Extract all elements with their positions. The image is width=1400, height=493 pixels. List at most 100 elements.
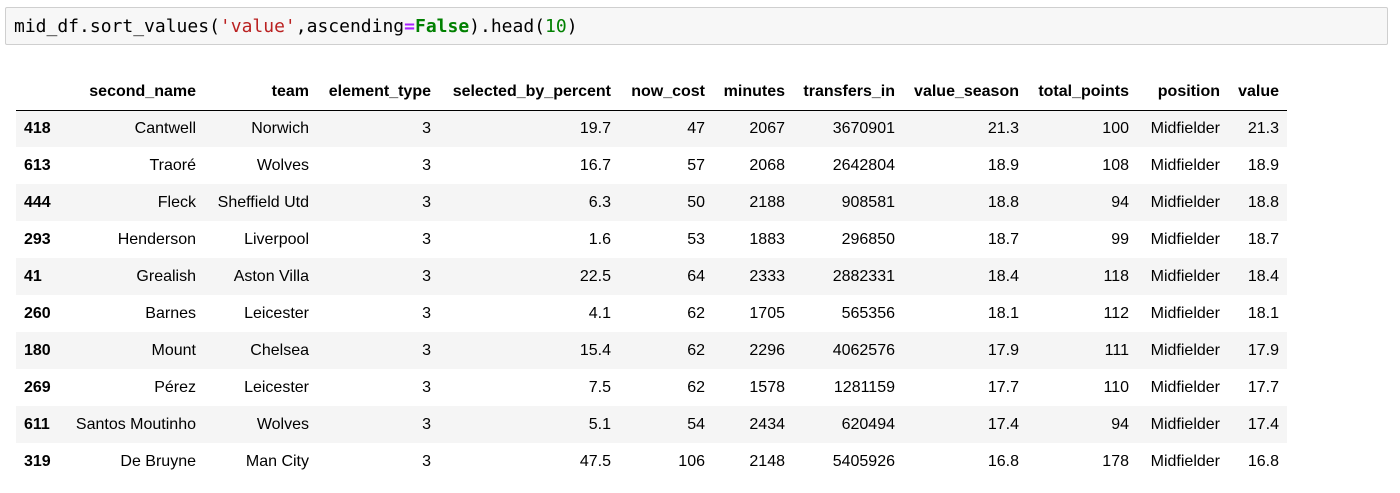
- table-cell: 3: [422, 156, 431, 174]
- table-cell: 18.4: [1247, 267, 1279, 285]
- table-cell: Mount: [151, 341, 196, 359]
- table-cell: Grealish: [136, 267, 196, 285]
- table-cell: 3: [422, 230, 431, 248]
- table-cell: 3: [422, 267, 431, 285]
- table-cell: 47: [687, 119, 705, 137]
- table-cell: 3: [422, 119, 431, 137]
- column-header: position: [1137, 74, 1228, 111]
- table-cell: 22.5: [579, 267, 611, 285]
- column-header: transfers_in: [793, 74, 903, 111]
- table-cell: 2148: [749, 452, 785, 470]
- table-row: 293 Henderson Liverpool 3 1.6 53 1883 296850 18.…: [16, 221, 1287, 258]
- table-cell: 4.1: [588, 304, 611, 322]
- code-input-cell[interactable]: mid_df.sort_values('value' ,ascending = Fal…: [5, 7, 1388, 45]
- table-cell: 3: [422, 378, 431, 396]
- table-cell: 6.3: [588, 193, 611, 211]
- column-header: team: [204, 74, 317, 111]
- table-cell: 4062576: [832, 341, 895, 359]
- column-header: value: [1228, 74, 1287, 111]
- output-area: second_name team element_type selected_b…: [16, 74, 1287, 480]
- table-cell: 17.7: [987, 378, 1019, 396]
- row-index: 41: [24, 267, 42, 285]
- table-cell: 18.9: [987, 156, 1019, 174]
- table-cell: Midfielder: [1150, 452, 1220, 470]
- table-cell: Midfielder: [1150, 267, 1220, 285]
- table-cell: Leicester: [244, 304, 309, 322]
- table-cell: 112: [1103, 304, 1129, 322]
- table-cell: 99: [1111, 230, 1129, 248]
- dataframe-table: second_name team element_type selected_b…: [16, 74, 1287, 480]
- table-cell: Santos Moutinho: [75, 415, 196, 433]
- table-cell: 16.7: [579, 156, 611, 174]
- table-cell: 50: [687, 193, 705, 211]
- column-header: total_points: [1027, 74, 1137, 111]
- index-header: [16, 74, 61, 111]
- table-cell: 94: [1111, 193, 1129, 211]
- table-cell: 17.9: [1247, 341, 1279, 359]
- table-cell: 94: [1111, 415, 1129, 433]
- code-operator-token: =: [404, 15, 415, 37]
- table-cell: 3670901: [832, 119, 895, 137]
- table-cell: Midfielder: [1150, 304, 1220, 322]
- table-cell: 2333: [749, 267, 785, 285]
- table-cell: 100: [1102, 119, 1129, 137]
- table-cell: 5405926: [832, 452, 895, 470]
- table-cell: 2188: [749, 193, 785, 211]
- table-cell: De Bruyne: [120, 452, 196, 470]
- table-cell: 2434: [749, 415, 785, 433]
- code-token: ,ascending: [295, 15, 405, 37]
- table-cell: Aston Villa: [233, 267, 309, 285]
- table-cell: 2068: [749, 156, 785, 174]
- table-cell: 1578: [749, 378, 785, 396]
- table-cell: Barnes: [145, 304, 196, 322]
- table-cell: 3: [422, 304, 431, 322]
- table-cell: 47.5: [579, 452, 611, 470]
- table-cell: 18.8: [987, 193, 1019, 211]
- table-cell: 565356: [841, 304, 895, 322]
- row-index: 444: [24, 193, 51, 211]
- table-cell: 2067: [749, 119, 785, 137]
- table-cell: 1705: [749, 304, 785, 322]
- table-cell: 16.8: [987, 452, 1019, 470]
- code-keyword-token: False: [414, 15, 470, 37]
- table-cell: Wolves: [256, 156, 309, 174]
- table-cell: 16.8: [1247, 452, 1279, 470]
- table-cell: Midfielder: [1150, 415, 1220, 433]
- table-cell: Midfielder: [1150, 156, 1220, 174]
- table-cell: 62: [687, 378, 705, 396]
- table-cell: Henderson: [117, 230, 196, 248]
- table-cell: Midfielder: [1150, 119, 1220, 137]
- column-header: value_season: [903, 74, 1027, 111]
- table-cell: Leicester: [244, 378, 309, 396]
- table-row: 260 Barnes Leicester 3 4.1 62 1705 565356 18.1 11…: [16, 295, 1287, 332]
- table-cell: 17.9: [987, 341, 1019, 359]
- table-cell: 2296: [749, 341, 785, 359]
- table-cell: 1883: [749, 230, 785, 248]
- table-row: 41 Grealish Aston Villa 3 22.5 64 2333 2882331 1…: [16, 258, 1287, 295]
- table-cell: Midfielder: [1150, 230, 1220, 248]
- table-cell: 5.1: [588, 415, 611, 433]
- table-cell: 110: [1103, 378, 1129, 396]
- table-cell: Pérez: [154, 378, 196, 396]
- table-cell: Midfielder: [1150, 341, 1220, 359]
- table-cell: 3: [422, 341, 431, 359]
- table-row: 319 De Bruyne Man City 3 47.5 106 2148 5405926 1…: [16, 443, 1287, 480]
- table-cell: Traoré: [149, 156, 196, 174]
- table-cell: 15.4: [579, 341, 611, 359]
- code-string-token: 'value': [219, 15, 296, 37]
- table-cell: 111: [1104, 341, 1129, 359]
- table-cell: 18.7: [1247, 230, 1279, 248]
- table-cell: Fleck: [157, 193, 196, 211]
- table-cell: 19.7: [579, 119, 611, 137]
- table-cell: 64: [687, 267, 705, 285]
- table-cell: Norwich: [251, 119, 309, 137]
- table-cell: 18.1: [1247, 304, 1279, 322]
- table-cell: 18.7: [987, 230, 1019, 248]
- header-row: second_name team element_type selected_b…: [16, 74, 1287, 111]
- code-token: mid_df.sort_values(: [14, 15, 220, 37]
- table-cell: 17.7: [1247, 378, 1279, 396]
- row-index: 293: [24, 230, 51, 248]
- table-row: 180 Mount Chelsea 3 15.4 62 2296 4062576 17.9 111…: [16, 332, 1287, 369]
- table-cell: 21.3: [1247, 119, 1279, 137]
- column-header: element_type: [317, 74, 439, 111]
